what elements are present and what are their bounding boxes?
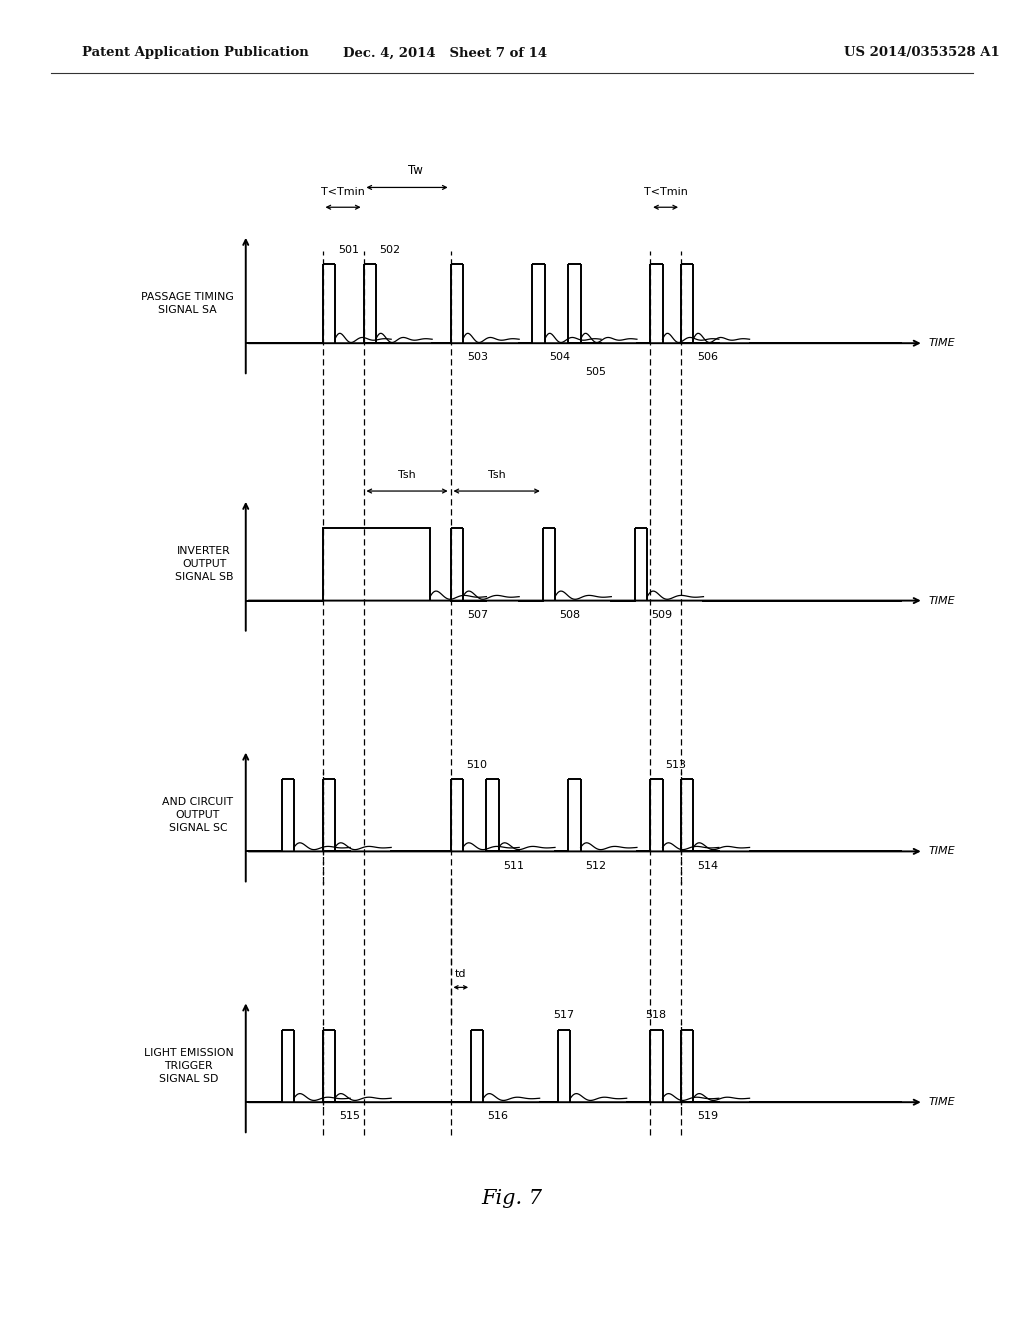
Text: T<Tmin: T<Tmin <box>322 186 365 197</box>
Text: td: td <box>455 969 467 979</box>
Text: 502: 502 <box>379 244 400 255</box>
Text: 504: 504 <box>549 352 570 363</box>
Text: 501: 501 <box>338 244 359 255</box>
Text: 506: 506 <box>697 352 719 363</box>
Text: 512: 512 <box>585 861 606 871</box>
Text: Tsh: Tsh <box>398 470 416 480</box>
Text: 508: 508 <box>559 610 581 620</box>
Text: 515: 515 <box>339 1111 360 1122</box>
Text: Tsh: Tsh <box>487 470 506 480</box>
Text: T<Tmin: T<Tmin <box>644 186 687 197</box>
Text: 511: 511 <box>503 861 524 871</box>
Text: 516: 516 <box>487 1111 509 1122</box>
Text: 518: 518 <box>645 1010 667 1020</box>
Text: 510: 510 <box>466 759 487 770</box>
Text: 514: 514 <box>697 861 719 871</box>
Text: INVERTER
OUTPUT
SIGNAL SB: INVERTER OUTPUT SIGNAL SB <box>175 546 233 582</box>
Text: Dec. 4, 2014   Sheet 7 of 14: Dec. 4, 2014 Sheet 7 of 14 <box>343 46 548 59</box>
Text: Tw: Tw <box>408 164 423 177</box>
Text: PASSAGE TIMING
SIGNAL SA: PASSAGE TIMING SIGNAL SA <box>140 292 233 315</box>
Text: 503: 503 <box>467 352 488 363</box>
Text: 517: 517 <box>553 1010 574 1020</box>
Text: Fig. 7: Fig. 7 <box>481 1189 543 1208</box>
Text: US 2014/0353528 A1: US 2014/0353528 A1 <box>844 46 999 59</box>
Text: AND CIRCUIT
OUTPUT
SIGNAL SC: AND CIRCUIT OUTPUT SIGNAL SC <box>163 797 233 833</box>
Text: Patent Application Publication: Patent Application Publication <box>82 46 308 59</box>
Text: 507: 507 <box>467 610 488 620</box>
Text: LIGHT EMISSION
TRIGGER
SIGNAL SD: LIGHT EMISSION TRIGGER SIGNAL SD <box>143 1048 233 1084</box>
Text: TIME: TIME <box>929 846 955 857</box>
Text: TIME: TIME <box>929 1097 955 1107</box>
Text: 519: 519 <box>697 1111 719 1122</box>
Text: 509: 509 <box>651 610 673 620</box>
Text: 505: 505 <box>585 367 606 378</box>
Text: TIME: TIME <box>929 338 955 348</box>
Text: TIME: TIME <box>929 595 955 606</box>
Text: 513: 513 <box>666 759 687 770</box>
